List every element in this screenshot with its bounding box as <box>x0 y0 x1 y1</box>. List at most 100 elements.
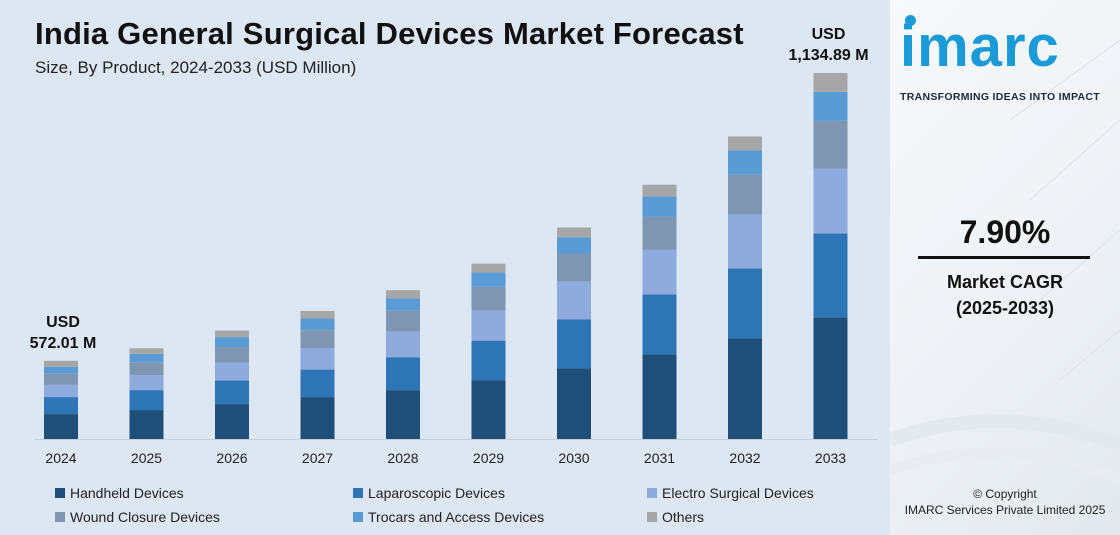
legend-item: Trocars and Access Devices <box>353 509 544 525</box>
x-tick-label-2027: 2027 <box>302 450 333 466</box>
legend-item: Wound Closure Devices <box>55 509 220 525</box>
bar-segment-2031-5 <box>642 184 677 197</box>
legend-swatch <box>647 512 657 522</box>
legend-swatch <box>647 488 657 498</box>
bar-segment-2027-0 <box>300 397 335 439</box>
chart-title: India General Surgical Devices Market Fo… <box>35 16 744 51</box>
cagr-period: (2025-2033) <box>955 298 1055 318</box>
legend-label: Wound Closure Devices <box>70 509 220 525</box>
cagr-value: 7.90% <box>959 214 1051 250</box>
bar-segment-2029-4 <box>471 272 506 287</box>
copyright-holder: IMARC Services Private Limited 2025 <box>904 503 1106 517</box>
chart-plot: 2024 USD 572.01 M 2025 2026 2027 2028 2029 2030 2… <box>30 26 878 466</box>
logo-tagline: TRANSFORMING IDEAS INTO IMPACT <box>900 91 1100 103</box>
data-label-unit-2024: USD <box>46 314 80 331</box>
bar-segment-2031-4 <box>642 196 677 217</box>
bar-segment-2032-1 <box>728 268 762 339</box>
bar-segment-2028-1 <box>386 357 420 391</box>
bar-segment-2031-1 <box>642 294 677 355</box>
bar-segment-2026-2 <box>215 362 249 381</box>
bar-segment-2027-1 <box>300 369 335 398</box>
data-label-value-2024: 572.01 M <box>30 335 97 352</box>
bar-segment-2033-4 <box>813 91 848 121</box>
legend-swatch <box>55 512 65 522</box>
x-tick-label-2026: 2026 <box>216 450 247 466</box>
logo-dot-icon <box>905 15 916 26</box>
bar-segment-2024-4 <box>44 366 78 374</box>
x-tick-label-2024: 2024 <box>45 450 76 466</box>
bar-segment-2027-3 <box>300 330 335 349</box>
bar-segment-2031-2 <box>642 249 677 295</box>
bar-segment-2026-4 <box>215 337 249 348</box>
bar-segment-2027-2 <box>300 348 335 370</box>
data-label-value-2033: 1,134.89 M <box>788 47 868 64</box>
legend-label: Electro Surgical Devices <box>662 485 814 501</box>
bar-segment-2025-0 <box>129 410 164 439</box>
bar-segment-2026-5 <box>215 330 249 338</box>
bar-segment-2030-1 <box>557 319 591 369</box>
bar-segment-2024-5 <box>44 360 78 367</box>
bar-segment-2030-2 <box>557 281 591 320</box>
bar-segment-2028-3 <box>386 310 420 332</box>
bar-segment-2032-2 <box>728 214 762 269</box>
bar-segment-2027-5 <box>300 310 335 319</box>
bar-segment-2029-2 <box>471 310 506 341</box>
copyright-text: © Copyright <box>973 487 1037 501</box>
legend-swatch <box>353 512 363 522</box>
bar-segment-2030-3 <box>557 253 591 282</box>
legend-label: Handheld Devices <box>70 485 184 501</box>
bar-segment-2026-1 <box>215 380 249 405</box>
legend-swatch <box>55 488 65 498</box>
bar-segment-2028-0 <box>386 390 420 439</box>
x-tick-label-2029: 2029 <box>473 450 504 466</box>
bar-segment-2024-2 <box>44 384 78 398</box>
legend-swatch <box>353 488 363 498</box>
bar-segment-2028-4 <box>386 298 420 311</box>
legend-label: Others <box>662 509 705 525</box>
x-tick-label-2028: 2028 <box>387 450 418 466</box>
bar-segment-2031-0 <box>642 354 677 439</box>
bar-segment-2024-3 <box>44 373 78 385</box>
bar-segment-2028-5 <box>386 290 420 299</box>
x-tick-label-2031: 2031 <box>644 450 675 466</box>
logo-wordmark: imarc <box>900 14 1060 79</box>
bar-segment-2032-0 <box>728 338 762 439</box>
chart-panel: 2024 USD 572.01 M 2025 2026 2027 2028 2029 2030 2… <box>0 0 890 535</box>
legend-item: Laparoscopic Devices <box>353 485 505 501</box>
bar-segment-2027-4 <box>300 318 335 331</box>
x-tick-label-2033: 2033 <box>815 450 846 466</box>
legend-label: Laparoscopic Devices <box>368 485 505 501</box>
bar-segment-2024-0 <box>44 414 78 439</box>
bar-segment-2030-0 <box>557 368 591 439</box>
bar-segment-2029-3 <box>471 286 506 311</box>
bar-segment-2025-3 <box>129 362 164 376</box>
bar-segment-2030-5 <box>557 227 591 238</box>
bar-segment-2028-2 <box>386 331 420 358</box>
bar-segment-2029-0 <box>471 380 506 439</box>
bar-segment-2025-4 <box>129 353 164 363</box>
bar-segment-2032-5 <box>728 136 762 151</box>
x-tick-label-2032: 2032 <box>729 450 760 466</box>
data-label-unit-2033: USD <box>812 26 846 43</box>
cagr-divider <box>918 256 1090 259</box>
bar-segment-2032-4 <box>728 150 762 175</box>
bar-segment-2033-0 <box>813 317 848 439</box>
bar-segment-2029-1 <box>471 340 506 381</box>
legend-label: Trocars and Access Devices <box>368 509 545 525</box>
x-tick-label-2030: 2030 <box>558 450 589 466</box>
chart-subtitle: Size, By Product, 2024-2033 (USD Million… <box>35 58 357 77</box>
bar-segment-2025-5 <box>129 348 164 354</box>
bar-segment-2033-3 <box>813 120 848 169</box>
legend-item: Others <box>647 509 704 525</box>
legend-item: Electro Surgical Devices <box>647 485 814 501</box>
bar-segment-2029-5 <box>471 263 506 273</box>
bar-segment-2031-3 <box>642 216 677 250</box>
bar-segment-2032-3 <box>728 174 762 215</box>
bar-segment-2033-2 <box>813 168 848 234</box>
bar-segment-2026-3 <box>215 347 249 363</box>
side-panel: imarc TRANSFORMING IDEAS INTO IMPACT 7.9… <box>890 0 1120 535</box>
cagr-label: Market CAGR <box>946 272 1064 292</box>
bar-segment-2030-4 <box>557 237 591 254</box>
legend-item: Handheld Devices <box>55 485 184 501</box>
